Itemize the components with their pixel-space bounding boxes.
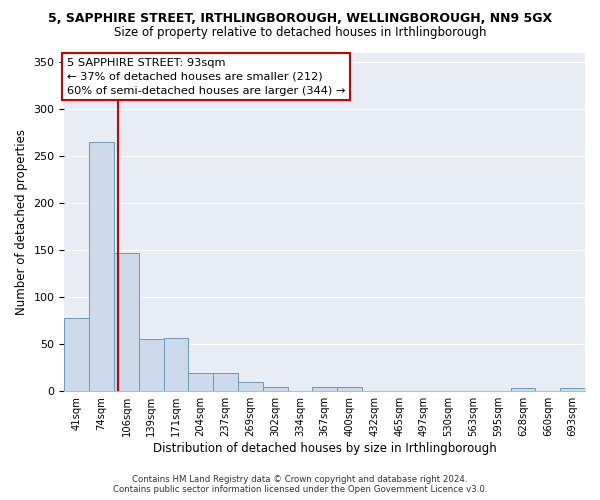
Bar [238,382,263,391]
Bar [89,142,114,391]
X-axis label: Distribution of detached houses by size in Irthlingborough: Distribution of detached houses by size … [153,442,497,455]
Bar [337,388,362,391]
Bar [213,374,238,391]
Bar [64,318,89,391]
Bar [560,388,585,391]
Bar [313,388,337,391]
Bar [164,338,188,391]
Text: 5, SAPPHIRE STREET, IRTHLINGBOROUGH, WELLINGBOROUGH, NN9 5GX: 5, SAPPHIRE STREET, IRTHLINGBOROUGH, WEL… [48,12,552,26]
Bar [263,388,287,391]
Y-axis label: Number of detached properties: Number of detached properties [15,129,28,315]
Text: 5 SAPPHIRE STREET: 93sqm
← 37% of detached houses are smaller (212)
60% of semi-: 5 SAPPHIRE STREET: 93sqm ← 37% of detach… [67,58,346,96]
Bar [139,338,164,391]
Bar [188,374,213,391]
Text: Size of property relative to detached houses in Irthlingborough: Size of property relative to detached ho… [114,26,486,39]
Text: Contains HM Land Registry data © Crown copyright and database right 2024.
Contai: Contains HM Land Registry data © Crown c… [113,474,487,494]
Bar [511,388,535,391]
Bar [114,253,139,391]
